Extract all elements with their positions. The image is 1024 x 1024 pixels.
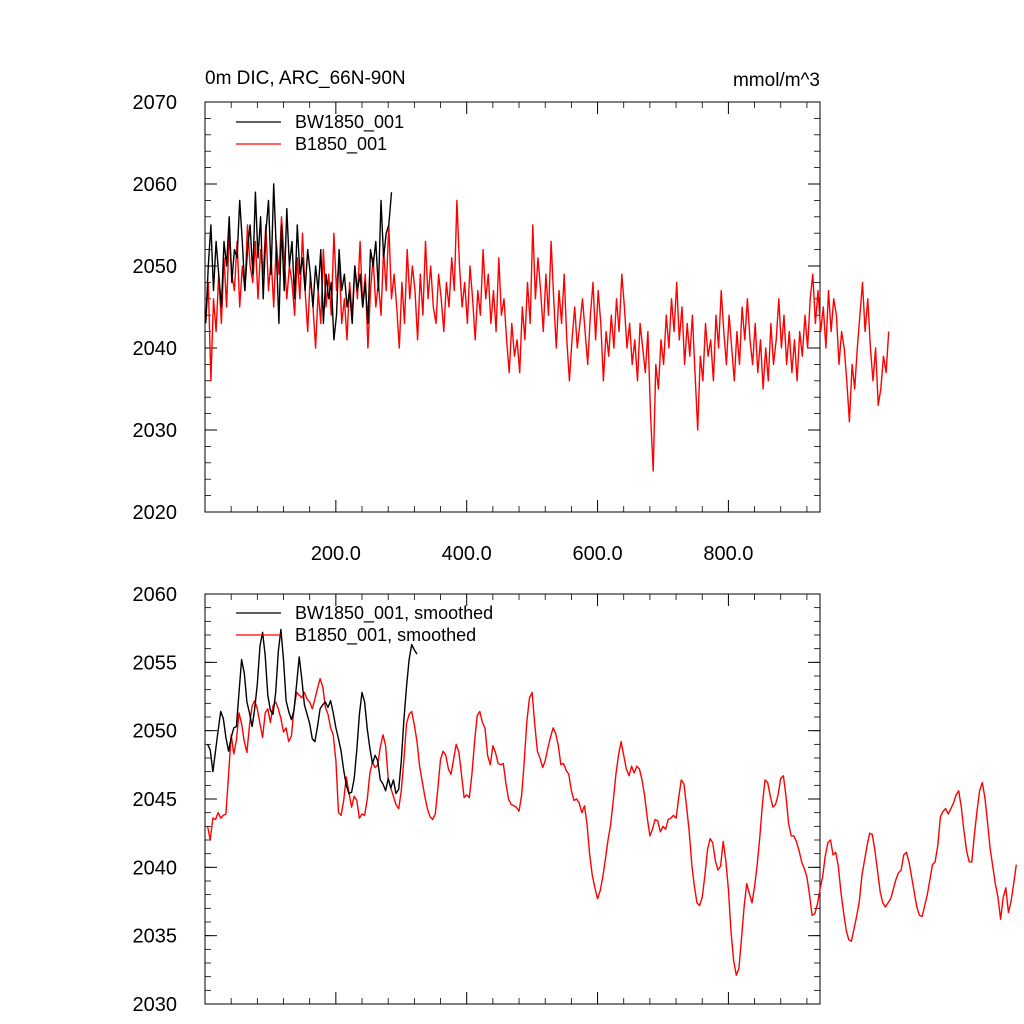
- top-ytick-label: 2070: [133, 92, 178, 114]
- bottom-ytick-label: 2060: [133, 584, 178, 606]
- top-legend-label-bw1850: BW1850_001: [295, 112, 404, 133]
- bottom-ytick-label: 2035: [133, 926, 178, 948]
- top-xtick-label: 600.0: [573, 543, 623, 565]
- top-legend: BW1850_001 B1850_001: [236, 112, 404, 155]
- top-panel: 0m DIC, ARC_66N-90N mmol/m^3 2020 2030 204…: [133, 68, 890, 565]
- top-ytick-label: 2050: [133, 256, 178, 278]
- bottom-legend-label-b1850: B1850_001, smoothed: [295, 625, 476, 646]
- top-ytick-label: 2030: [133, 420, 178, 442]
- bottom-legend: BW1850_001, smoothed B1850_001, smoothed: [236, 603, 493, 646]
- top-legend-label-b1850: B1850_001: [295, 134, 387, 155]
- top-ytick-label: 2060: [133, 174, 178, 196]
- bottom-ytick-label: 2045: [133, 789, 178, 811]
- top-xtick-label: 400.0: [442, 543, 492, 565]
- bottom-legend-label-bw1850: BW1850_001, smoothed: [295, 603, 493, 624]
- top-series-bw1850-001: [205, 183, 393, 341]
- top-chart-title: 0m DIC, ARC_66N-90N: [205, 68, 406, 89]
- top-series-b1850-001: [205, 199, 890, 472]
- top-ytick-label: 2020: [133, 502, 178, 524]
- bottom-series-b1850-001-smoothed: [206, 678, 1017, 976]
- bottom-ytick-label: 2055: [133, 652, 178, 674]
- top-chart-units: mmol/m^3: [733, 70, 820, 91]
- bottom-series-layer: [206, 628, 1017, 976]
- top-plot-frame: [204, 101, 821, 513]
- top-ytick-label: 2040: [133, 338, 178, 360]
- bottom-ytick-label: 2050: [133, 721, 178, 743]
- bottom-ticks: 2030 2035 2040 2045 2050 2055 2060: [133, 584, 820, 1016]
- bottom-ytick-label: 2030: [133, 994, 178, 1016]
- top-xtick-label: 200.0: [311, 543, 361, 565]
- top-xtick-label: 800.0: [703, 543, 753, 565]
- bottom-ytick-label: 2040: [133, 857, 178, 879]
- bottom-plot-frame: [204, 593, 821, 1005]
- bottom-panel: 2030 2035 2040 2045 2050 2055 2060 BW1850_001,…: [133, 584, 1017, 1016]
- bottom-series-bw1850-001-smoothed: [206, 628, 418, 795]
- top-ticks: 2020 2030 2040 2050 2060 2070 200.0 400.0 600.0 8…: [133, 92, 820, 565]
- top-series-layer: [205, 183, 890, 472]
